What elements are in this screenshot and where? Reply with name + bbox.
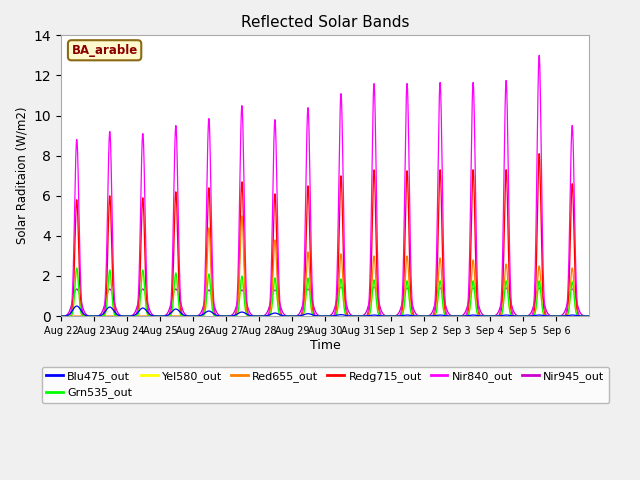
Legend: Blu475_out, Grn535_out, Yel580_out, Red655_out, Redg715_out, Nir840_out, Nir945_: Blu475_out, Grn535_out, Yel580_out, Red6… xyxy=(42,367,609,403)
X-axis label: Time: Time xyxy=(310,338,340,351)
Y-axis label: Solar Raditaion (W/m2): Solar Raditaion (W/m2) xyxy=(15,107,28,244)
Text: BA_arable: BA_arable xyxy=(72,44,138,57)
Title: Reflected Solar Bands: Reflected Solar Bands xyxy=(241,15,410,30)
